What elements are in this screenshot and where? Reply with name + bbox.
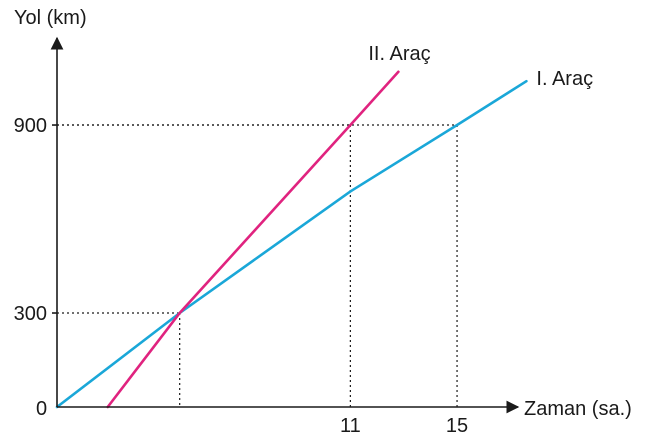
axis-ticks: 300 900 11 15 (14, 115, 469, 437)
x-tick-label-11: 11 (340, 415, 361, 437)
y-axis-label: Yol (km) (14, 7, 87, 29)
x-axis-label: Zaman (sa.) (524, 398, 632, 420)
origin-label: 0 (36, 398, 47, 420)
series-label-1: I. Araç (536, 68, 593, 90)
y-tick-label-900: 900 (14, 115, 47, 137)
guide-lines (57, 124, 458, 407)
series-line-2 (106, 70, 400, 409)
series-label-2: II. Araç (368, 43, 430, 65)
series-lines: I. Araç II. Araç (55, 43, 593, 409)
x-tick-label-15: 15 (446, 415, 468, 437)
series-line-1 (55, 79, 528, 409)
y-tick-label-300: 300 (14, 303, 47, 325)
